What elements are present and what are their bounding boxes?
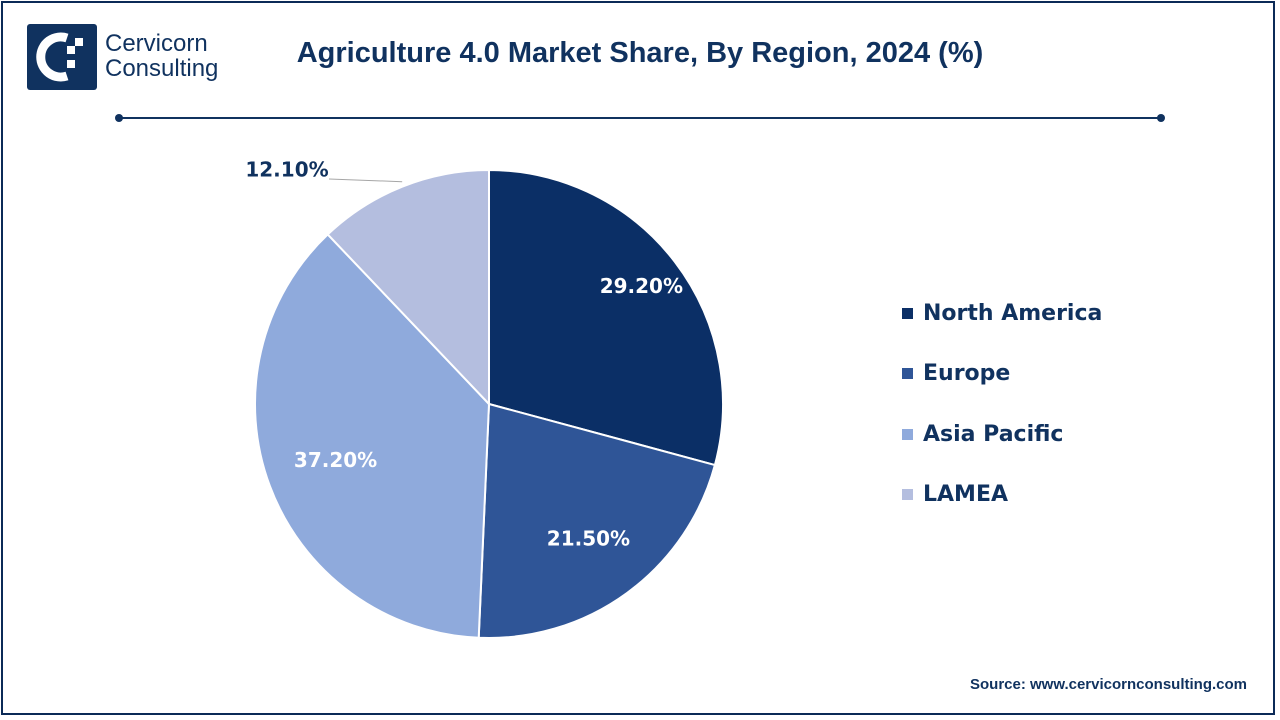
pie-slice-lamea: [326, 168, 490, 407]
legend-swatch-north-america: [902, 307, 913, 319]
data-label-north-america: 29.20%: [600, 274, 683, 298]
legend-item-north-america: North America: [902, 298, 1102, 328]
legend-item-asia-pacific: Asia Pacific: [902, 419, 1102, 449]
legend-swatch-lamea: [902, 489, 913, 500]
brand-name: Cervicorn Consulting: [105, 31, 218, 81]
data-label-asia-pacific: 37.20%: [294, 448, 377, 472]
brand-logo-icon: [36, 32, 83, 82]
pie-slice-north-america: [488, 168, 724, 467]
legend-item-europe: Europe: [902, 359, 1102, 389]
chart-legend: North America Europe Asia Pacific LAMEA: [902, 298, 1102, 540]
title-divider: [119, 117, 1161, 119]
pie-slice-asia-pacific: [254, 233, 491, 639]
legend-swatch-asia-pacific: [902, 428, 913, 440]
brand-logo: [27, 24, 97, 90]
legend-label-north-america: North America: [923, 300, 1103, 326]
legend-label-lamea: LAMEA: [923, 482, 1008, 507]
brand-name-line1: Cervicorn: [105, 30, 208, 57]
legend-swatch-europe: [902, 368, 913, 379]
leader-line-lamea: [328, 178, 403, 183]
legend-label-asia-pacific: Asia Pacific: [923, 421, 1064, 447]
data-label-europe: 21.50%: [547, 526, 630, 550]
source-note: Source: www.cervicornconsulting.com: [969, 676, 1247, 693]
title-divider-left-dot: [115, 114, 123, 122]
brand-name-line2: Consulting: [105, 55, 219, 82]
data-label-lamea: 12.10%: [245, 158, 328, 182]
legend-item-lamea: LAMEA: [902, 480, 1102, 510]
chart-title: Agriculture 4.0 Market Share, By Region,…: [296, 37, 984, 69]
title-divider-right-dot: [1157, 114, 1165, 122]
pie-slice-europe: [477, 402, 717, 639]
legend-label-europe: Europe: [923, 361, 1011, 386]
